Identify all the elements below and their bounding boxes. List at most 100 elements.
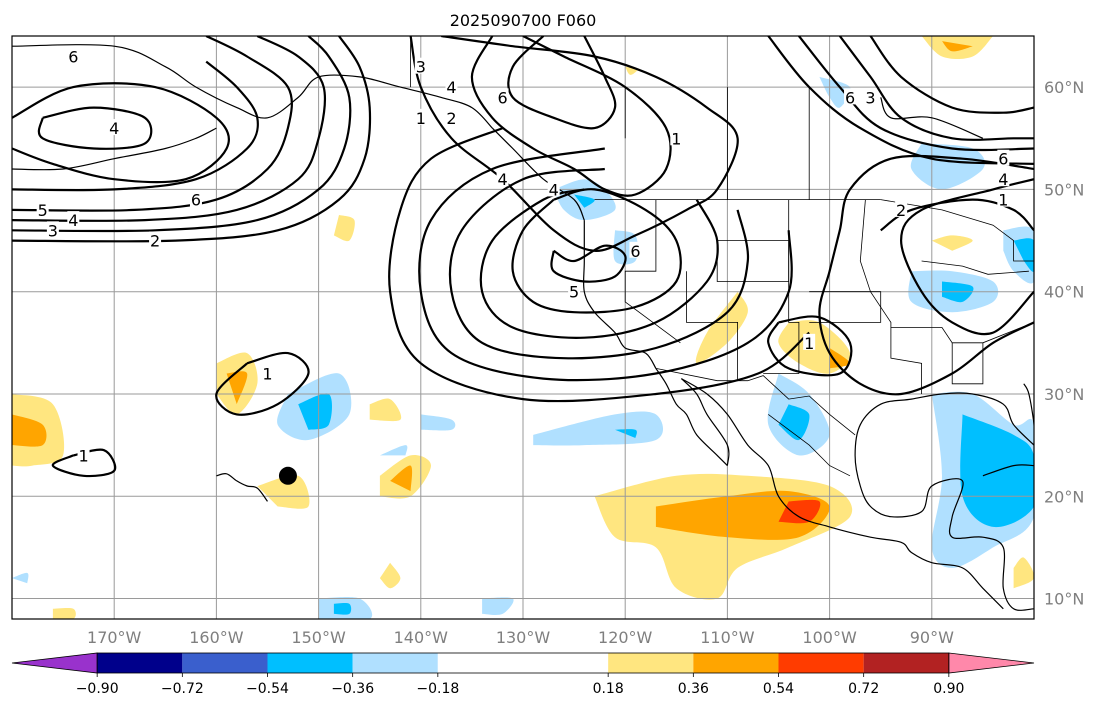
fill-pac-neg-2b [298,393,333,430]
contour-label: 6 [998,150,1008,169]
fill-pac-neg-5b [333,602,352,615]
fill-pac-neg-mx [533,411,664,446]
contour-trough-3 [507,36,617,130]
fill-canada-neg [819,76,851,108]
colorbar-tick-label: −0.90 [76,681,119,697]
lat-tick-label: 50°N [1044,180,1084,199]
contour-label-bg [445,78,458,95]
colorbar-tick-label: −0.18 [416,681,459,697]
contour-low-6 [550,244,627,283]
colorbar [11,652,1035,674]
lat-tick-label: 40°N [1044,283,1084,302]
coast-hawaii [216,473,268,502]
coastlines [12,44,1034,611]
coast-bc [491,127,585,221]
colorbar-extend-max [948,652,1035,674]
contour-label-bg [864,88,877,105]
border-mx-inner [768,414,851,477]
contour-label: 3 [416,58,426,77]
contour-north-1 [838,36,1034,141]
political-borders [410,36,1034,477]
colorbar-tick-label: −0.36 [331,681,374,697]
colorbar-tick-label: 0.54 [763,681,794,697]
fill-pac-neg-6 [482,597,514,616]
colorbar-swatch [267,653,353,673]
contour-low-5 [388,127,810,403]
fill-pac-pos-1 [333,215,355,242]
contour-label: 5 [38,201,48,220]
fill-pac-pos-3 [369,398,402,422]
contour-aleutian-inner [37,106,153,150]
fill-carib-pos [1013,557,1034,589]
contour-low-1 [511,188,682,314]
lon-tick-label: 110°W [700,628,755,647]
border-state-6 [859,199,922,394]
contour-label-bg [997,149,1010,166]
lon-tick-label: 170°W [87,628,142,647]
contour-label: 1 [671,129,681,148]
fill-pac-pos-4b [390,465,413,492]
fill-north-pos-2 [942,41,973,52]
contour-label: 1 [78,446,88,465]
contour-aleutian-5 [12,36,327,222]
map-title: 2025090700 F060 [450,11,597,30]
contour-label-bg [568,282,581,299]
lon-tick-label: 100°W [802,628,857,647]
contour-low-2 [479,188,719,339]
border-us-mx [655,368,856,436]
coast-aleutians [12,127,217,171]
contour-label-bg [414,57,427,74]
contour-label-bg [803,333,816,350]
lon-tick-label: 140°W [394,628,449,647]
contour-hi-2 [51,448,117,478]
colorbar-tick-label: 0.36 [678,681,709,697]
contour-label: 3 [865,88,875,107]
contour-label-bg [46,221,59,238]
contour-north-3 [767,36,1034,165]
contour-label: 6 [68,47,78,66]
contour-north-4 [869,36,1034,114]
lat-tick-label: 30°N [1044,385,1084,404]
contour-label: 4 [998,170,1008,189]
contour-label-bg [108,119,121,136]
fill-pac-pos-5 [379,562,401,589]
colorbar-swatch [863,653,949,673]
fill-ontario-neg [910,143,985,190]
border-great-lakes [880,199,1034,262]
colorbar-tick-label: 0.72 [848,681,879,697]
colorbar-tick-label: 0.18 [593,681,624,697]
contour-hi-1 [215,351,310,416]
contour-label: 4 [549,180,559,199]
contour-label: 6 [845,88,855,107]
border-state-9 [951,342,984,385]
contour-label-bg [547,180,560,197]
contour-texas [767,315,853,377]
fill-hi-pos [257,475,310,509]
map-frame [11,35,1035,620]
colorbar-swatch [352,653,438,673]
contour-label-bg [414,108,427,125]
contour-label: 1 [416,109,426,128]
coast-mx-west [681,378,1004,610]
contour-label-bg [844,88,857,105]
contour-label: 1 [262,365,272,384]
contour-label: 2 [896,201,906,220]
colorbar-swatch [182,653,268,673]
contour-label: 4 [68,211,78,230]
contour-low-4 [418,147,793,382]
contour-lines [12,36,1034,478]
coast-florida [1023,383,1034,446]
contour-label-bg [496,170,509,187]
contour-east-2 [818,154,1034,396]
contour-aleutian-4 [12,36,293,212]
contour-label-bg [36,200,49,217]
contour-label-bg [629,241,642,258]
colorbar-tick-label: 0.90 [933,681,964,697]
coast-alaska [12,44,493,129]
contour-north-2 [798,36,1034,152]
border-state-3 [686,271,738,381]
fill-west-pos-2 [12,414,47,447]
contour-label-bg [149,231,162,248]
